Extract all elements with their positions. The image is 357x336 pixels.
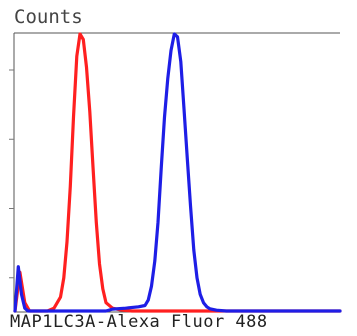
- x-axis-label: MAP1LC3A-Alexa Fluor 488: [10, 312, 268, 332]
- histogram-series-1: [13, 32, 342, 313]
- histogram-series-2: [13, 32, 342, 313]
- y-axis-label: Counts: [14, 6, 83, 28]
